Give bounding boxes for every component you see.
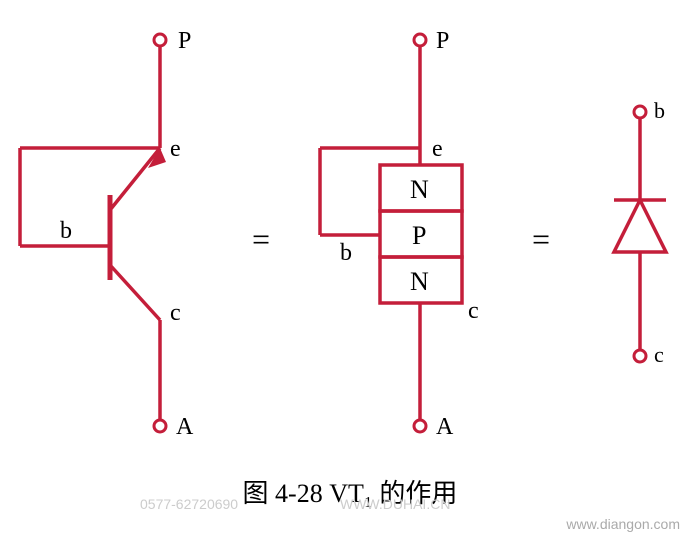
label-p: P [178, 28, 191, 54]
label-e: e [170, 136, 181, 162]
npn-block: P e b N P N c A [320, 28, 479, 440]
label-pmid: P [412, 221, 426, 250]
transistor-symbol: P e b c A [20, 28, 194, 440]
label-a2: A [436, 414, 454, 440]
watermark-site1: WWW.DUHAI.CN [340, 496, 450, 512]
terminal-p [154, 34, 166, 46]
label-e2: e [432, 136, 443, 162]
label-b: b [60, 218, 72, 244]
circuit-diagram: P e b c A = P e [0, 0, 700, 465]
watermark-site2: www.diangon.com [566, 516, 680, 532]
terminal-a2 [414, 420, 426, 432]
label-p2: P [436, 28, 449, 54]
label-b2: b [340, 240, 352, 266]
equals-2: = [532, 221, 550, 257]
watermark-phone: 0577-62720690 [140, 496, 238, 512]
label-a: A [176, 414, 194, 440]
label-c3: c [654, 342, 664, 367]
label-c: c [170, 300, 181, 326]
diode-triangle [614, 200, 666, 252]
terminal-c3 [634, 350, 646, 362]
label-n2: N [410, 267, 429, 296]
terminal-b3 [634, 106, 646, 118]
diode-symbol: b c [614, 98, 666, 367]
equals-1: = [252, 221, 270, 257]
terminal-p2 [414, 34, 426, 46]
label-b3: b [654, 98, 665, 123]
label-n1: N [410, 175, 429, 204]
terminal-a [154, 420, 166, 432]
label-c2: c [468, 298, 479, 324]
